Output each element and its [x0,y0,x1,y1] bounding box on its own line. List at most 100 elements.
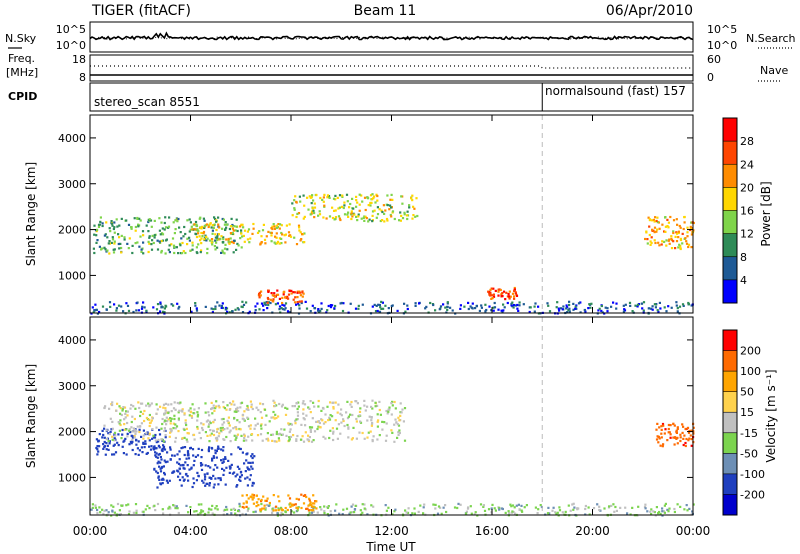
power-marks-cell [218,304,221,307]
power-marks-cell [159,302,162,306]
velocity-marks-cell [223,407,226,410]
velocity-marks-cell [268,420,271,423]
velocity-marks-cell [126,432,129,435]
velocity-marks-cell [240,434,243,437]
power-marks-cell [534,302,537,305]
power-marks-cell [280,306,283,310]
velocity-marks-cell [179,464,182,467]
velocity-marks-cell [251,453,254,456]
velocity-marks-cell [292,503,296,506]
velocity-marks-cell [285,434,288,437]
velocity-marks-cell [146,418,149,421]
power-marks-cell [104,233,107,236]
velocity-marks-cell [687,439,690,442]
velocity-marks-cell [466,507,470,510]
power-marks-cell [181,252,184,255]
power-marks-cell [682,304,685,307]
power-marks-cell [346,213,349,216]
power-marks-cell [267,289,270,292]
power-marks-cell [220,235,223,238]
velocity-marks-cell [272,494,275,497]
velocity-marks-cell [193,438,196,441]
velocity-marks-cell [275,416,278,420]
velocity-marks-cell [167,411,170,415]
power-marks-cell [352,207,355,210]
power-marks-cell [651,228,654,231]
velocity-marks-cell [300,493,303,496]
power-marks-cell [266,301,269,304]
power-marks-cell [665,310,668,313]
velocity-marks-cell [200,468,204,471]
power-marks-cell [171,237,175,240]
velocity-marks-cell [189,411,192,414]
velocity-marks-cell [192,464,195,467]
time-tick-label: 00:00 [676,524,711,538]
velocity-marks-cell [196,427,199,430]
power-marks-cell [212,308,215,311]
velocity-marks-cell [196,411,199,414]
power-marks-cell [487,290,490,293]
velocity-marks-cell [644,503,647,506]
velocity-marks-cell [114,451,118,454]
power-marks-cell [231,310,234,313]
velocity-marks-cell [231,472,234,475]
power-marks-cell [298,304,301,307]
velocity-ytick-label: 2000 [58,426,86,439]
velocity-marks-cell [242,502,245,505]
power-marks-cell [267,230,270,233]
velocity-marks-cell [366,419,369,422]
velocity-marks-cell [335,427,339,430]
velocity-marks-cell [363,437,366,440]
velocity-marks-cell [358,431,361,434]
power-marks-cell [373,195,376,198]
velocity-marks-cell [537,508,540,511]
power-marks-cell [415,197,418,200]
velocity-marks-cell [250,433,254,436]
power-marks-cell [210,241,213,244]
power-marks-cell [235,218,238,221]
velocity-marks-cell [238,467,241,470]
velocity-marks-cell [398,431,401,435]
velocity-marks-cell [169,507,172,510]
velocity-marks-cell [423,503,426,506]
velocity-marks-cell [162,512,165,515]
velocity-marks-cell [309,501,312,504]
velocity-marks-cell [255,494,258,497]
velocity-marks-cell [196,471,199,474]
power-marks-cell [387,307,390,310]
velocity-marks-cell [676,442,679,445]
velocity-marks-cell [156,456,159,459]
velocity-marks-cell [150,419,153,422]
power-marks-cell [134,225,137,229]
power-marks-cell [176,220,179,223]
power-marks-cell [158,229,161,232]
velocity-marks-cell [296,434,299,438]
power-marks-cell [376,194,379,198]
velocity-marks-cell [104,405,107,408]
velocity-marks-cell [245,408,248,411]
power-marks-cell [666,218,669,221]
velocity-marks-cell [220,448,223,451]
power-marks-cell [96,228,99,231]
power-marks-cell [281,308,284,311]
power-marks-cell [385,217,389,221]
power-marks-cell [148,235,151,238]
power-marks-cell [606,307,609,310]
velocity-marks-cell [315,507,318,510]
velocity-marks-cell [147,402,150,405]
velocity-marks-cell [203,478,207,481]
power-marks-cell [497,290,500,293]
power-marks-cell [230,217,233,220]
velocity-marks-cell [137,401,140,404]
velocity-marks-cell [219,478,222,482]
velocity-marks-cell [202,423,205,426]
power-marks-cell [651,308,654,311]
velocity-marks-cell [317,425,320,428]
velocity-marks-cell [221,467,224,470]
velocity-marks-cell [672,436,675,439]
power-marks-cell [306,196,309,199]
power-marks-cell [228,242,231,245]
velocity-marks-cell [233,471,236,474]
power-marks-cell [115,307,118,310]
velocity-marks-cell [154,433,157,437]
